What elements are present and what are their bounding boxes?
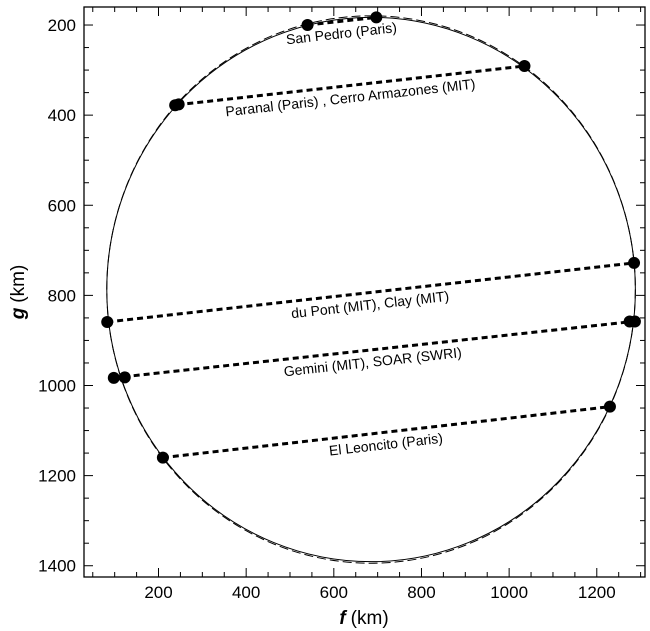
- chord-endpoint: [370, 11, 383, 24]
- chord-endpoint: [156, 451, 169, 464]
- x-tick-label: 600: [320, 583, 348, 602]
- chord-line: [113, 320, 633, 380]
- chord-line: [107, 261, 635, 324]
- chord-line: [177, 64, 525, 107]
- y-tick-label: 200: [48, 16, 76, 35]
- x-tick-label: 1200: [578, 583, 616, 602]
- y-tick-label: 1000: [38, 376, 76, 395]
- y-tick-label: 800: [48, 286, 76, 305]
- chord-endpoint: [172, 98, 185, 111]
- chord-endpoint: [107, 371, 120, 384]
- chord-endpoint: [603, 400, 616, 413]
- chord-endpoint: [628, 256, 641, 269]
- x-axis-title: f (km): [339, 608, 388, 629]
- x-tick-label: 400: [232, 583, 260, 602]
- chord-endpoint: [518, 60, 531, 73]
- chord-label: Paranal (Paris) , Cerro Armazones (MIT): [225, 76, 477, 120]
- x-tick-label: 1000: [490, 583, 528, 602]
- x-axis-variable: f: [339, 608, 347, 629]
- tick-labels: 200 400 600 800 1000 1200 200 400 600 800 1000 1200…: [38, 16, 616, 602]
- y-tick-label: 600: [48, 196, 76, 215]
- y-axis-title: g (km): [8, 265, 29, 321]
- y-tick-label: 1400: [38, 557, 76, 576]
- x-tick-label: 800: [407, 583, 435, 602]
- chord-label: El Leoncito (Paris): [328, 430, 443, 459]
- data-points: [101, 11, 641, 464]
- y-tick-label: 400: [48, 106, 76, 125]
- y-tick-label: 1200: [38, 467, 76, 486]
- plot-frame: [83, 6, 646, 578]
- chord-endpoint: [628, 315, 641, 328]
- y-axis-unit: (km): [8, 265, 29, 303]
- axis-ticks: [84, 7, 645, 577]
- chord-line: [162, 405, 611, 460]
- chord-endpoint: [101, 315, 114, 328]
- y-axis-variable: g: [8, 307, 29, 320]
- chord-endpoint: [301, 19, 314, 32]
- chord-endpoint: [118, 371, 131, 384]
- chords: [107, 15, 635, 460]
- x-axis-unit: (km): [351, 608, 389, 629]
- chord-line: [307, 15, 377, 27]
- x-tick-label: 200: [144, 583, 172, 602]
